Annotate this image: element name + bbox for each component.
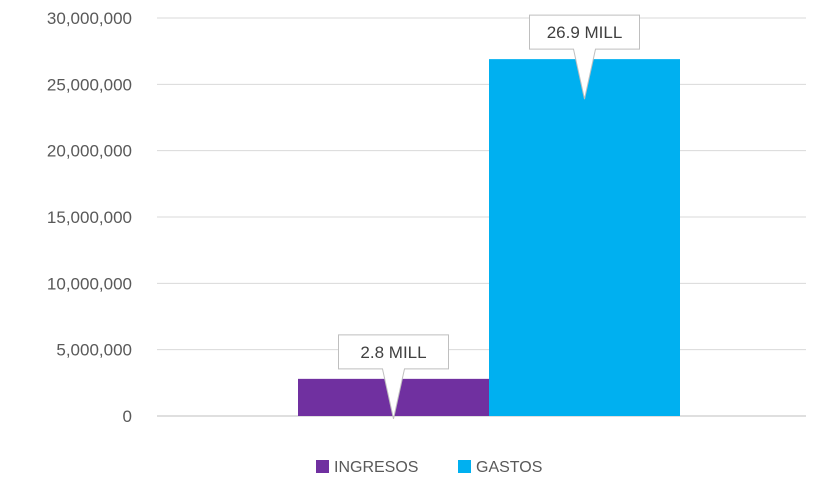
bar-gastos [489,59,680,416]
data-label-ingresos: 2.8 MILL [360,343,426,362]
data-label-gastos: 26.9 MILL [547,23,623,42]
y-tick-label: 0 [123,407,132,426]
y-tick-label: 20,000,000 [47,142,132,161]
bars [298,59,680,416]
data-label-callout [529,14,640,100]
legend-label-gastos: GASTOS [476,459,542,476]
legend-swatch-ingresos [316,460,329,473]
gridlines [157,17,806,417]
y-tick-label: 5,000,000 [56,341,132,360]
y-tick-label: 30,000,000 [47,9,132,28]
legend-label-ingresos: INGRESOS [334,459,418,476]
legend: INGRESOS GASTOS [316,459,542,476]
y-tick-label: 10,000,000 [47,274,132,293]
data-labels: 2.8 MILL 26.9 MILL [338,14,640,419]
y-tick-label: 25,000,000 [47,75,132,94]
legend-swatch-gastos [458,460,471,473]
y-tick-label: 15,000,000 [47,208,132,227]
data-label-callout [338,334,449,419]
y-axis-ticks: 0 5,000,000 10,000,000 15,000,000 20,000,000… [47,9,132,426]
